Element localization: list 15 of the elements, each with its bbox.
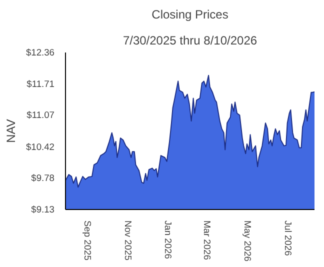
x-tick-label: Sep 2025 — [82, 220, 92, 260]
x-tick-label: Mar 2026 — [202, 220, 212, 260]
y-tick-label: $9.13 — [31, 204, 54, 214]
x-tick-label: Jan 2026 — [163, 220, 174, 259]
x-tick-label: May 2026 — [242, 220, 253, 262]
y-tick-label: $9.78 — [31, 172, 54, 183]
x-tick-label: Jul 2026 — [283, 220, 294, 256]
y-axis-title: NAV — [4, 119, 18, 143]
x-tick-label: Nov 2025 — [122, 220, 133, 260]
y-tick-label: $11.71 — [26, 79, 55, 90]
chart-subtitle: 7/30/2025 thru 8/10/2026 — [122, 34, 258, 48]
chart-title: Closing Prices — [152, 8, 228, 22]
y-tick-label: $12.36 — [26, 48, 54, 58]
y-tick-label: $10.42 — [26, 142, 54, 152]
y-tick-label: $11.07 — [26, 110, 55, 120]
